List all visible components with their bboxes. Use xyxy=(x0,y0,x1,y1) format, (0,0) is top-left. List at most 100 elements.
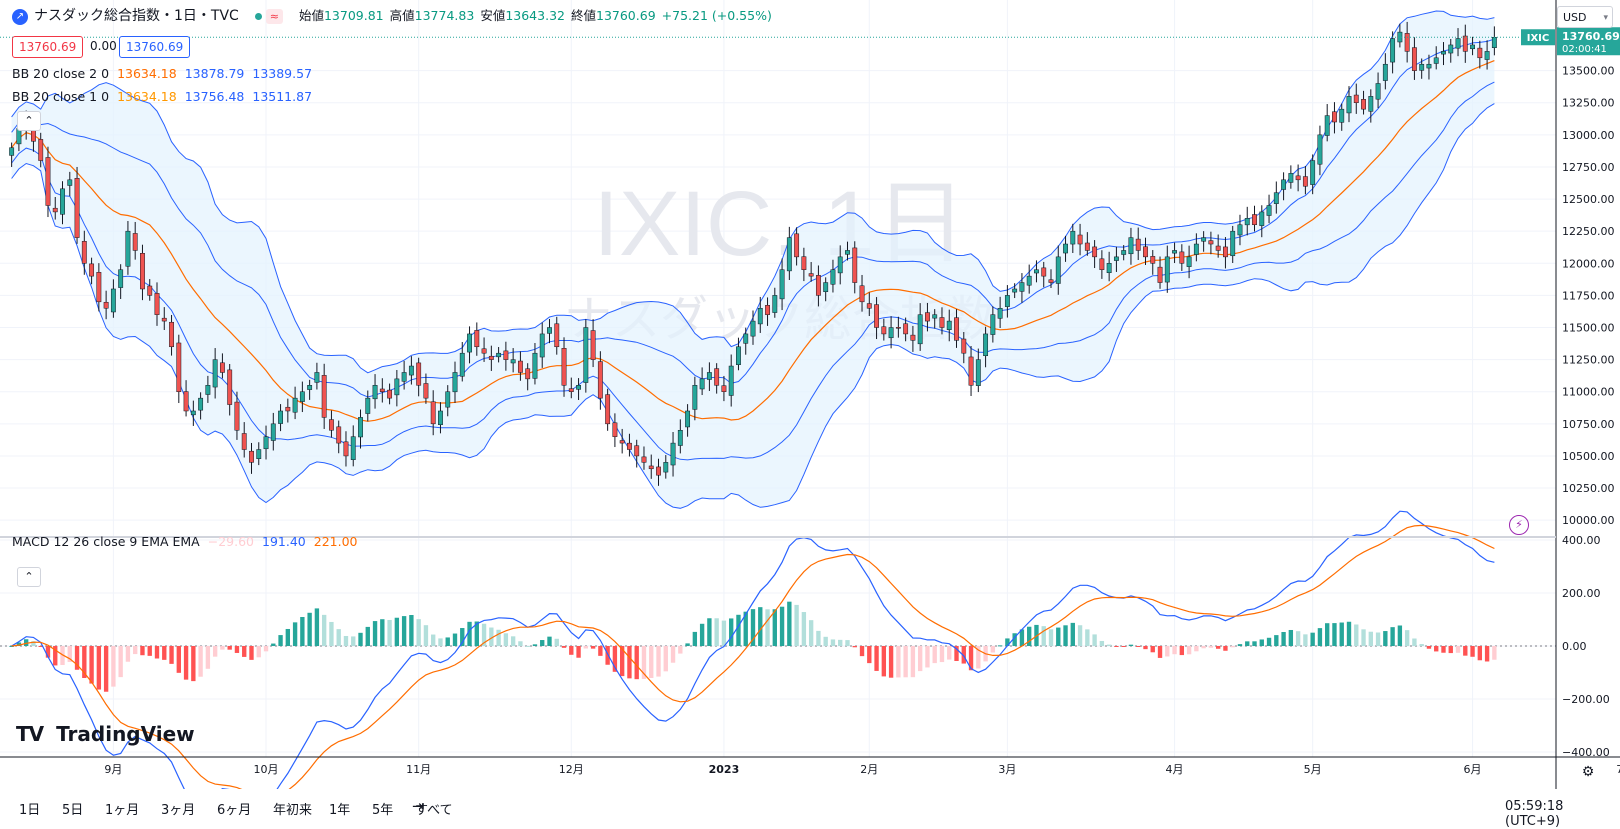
macd-histogram-bar xyxy=(1085,629,1090,646)
macd-histogram-bar xyxy=(31,641,36,646)
candle xyxy=(416,357,422,397)
range-button[interactable]: 5日 xyxy=(62,803,84,818)
candle-body xyxy=(750,320,756,337)
candle-body xyxy=(147,285,153,296)
clock-display[interactable]: 05:59:18 (UTC+9) xyxy=(1505,799,1564,829)
indicator-bb-2[interactable]: BB 20 close 2 0 13634.18 13878.79 13389.57 xyxy=(12,66,320,82)
candle xyxy=(881,318,887,341)
lightning-icon[interactable]: ⚡ xyxy=(1509,515,1529,535)
candle-body xyxy=(372,385,378,400)
currency-select[interactable]: USD ▾ xyxy=(1557,6,1613,28)
macd-histogram-bar xyxy=(1186,646,1192,655)
macd-histogram-bar xyxy=(220,646,225,650)
date-range-icon[interactable]: ⇥ xyxy=(412,797,425,815)
candle xyxy=(161,307,167,331)
macd-histogram-bar xyxy=(1070,622,1075,646)
candle-body xyxy=(1070,230,1076,245)
candle-body xyxy=(823,282,829,293)
range-button[interactable]: 5年 xyxy=(372,803,394,818)
macd-histogram-bar xyxy=(1128,644,1134,646)
candle xyxy=(1237,214,1243,246)
candle-body xyxy=(837,256,843,274)
macd-histogram-bar xyxy=(162,646,167,660)
ohlc-value: 13774.83 xyxy=(414,8,475,23)
candle xyxy=(467,326,472,364)
candle xyxy=(125,221,131,275)
candle-body xyxy=(401,372,407,382)
candle xyxy=(714,363,720,394)
candle-body xyxy=(1128,237,1134,255)
range-button[interactable]: 3ヶ月 xyxy=(161,803,196,818)
candle xyxy=(801,247,807,282)
candle xyxy=(532,343,538,385)
candle-body xyxy=(874,304,879,328)
candle xyxy=(263,425,269,460)
candle xyxy=(561,337,567,397)
candle-body xyxy=(1055,256,1061,284)
candle-body xyxy=(1484,51,1490,60)
macd-histogram-bar xyxy=(1426,646,1432,649)
candle-body xyxy=(9,147,15,156)
bb2-lower-line xyxy=(11,103,1495,509)
candle xyxy=(1077,223,1083,256)
candle xyxy=(110,279,116,318)
settings-gear-icon: ⚙ xyxy=(1582,764,1595,780)
macd-histogram-bar xyxy=(489,627,494,646)
candle-body xyxy=(1077,234,1083,245)
x-tick-label: 3月 xyxy=(998,763,1016,776)
candle xyxy=(1324,104,1330,142)
range-button[interactable]: 1日 xyxy=(19,803,41,818)
macd-histogram-bar xyxy=(45,646,51,658)
macd-histogram-bar xyxy=(685,643,690,646)
macd-histogram-bar xyxy=(314,608,320,646)
collapse-legend-button[interactable]: ⌃ xyxy=(17,111,41,131)
candle-body xyxy=(249,450,254,463)
macd-histogram-bar xyxy=(1375,632,1381,646)
market-status[interactable]: ≈ xyxy=(254,8,283,24)
macd-histogram-bar xyxy=(496,629,501,646)
candle-body xyxy=(176,342,182,392)
candle-body xyxy=(1244,218,1250,226)
macd-histogram-bar xyxy=(140,646,145,656)
indicator-macd[interactable]: MACD 12 26 close 9 EMA EMA −29.60 191.40 22… xyxy=(12,534,366,550)
wave-icon: ≈ xyxy=(265,9,283,24)
macd-histogram-bar xyxy=(990,646,996,653)
candle xyxy=(140,244,145,301)
candle xyxy=(794,227,800,266)
macd-histogram-bar xyxy=(96,646,102,690)
candle-body xyxy=(1121,250,1127,255)
price-chart[interactable]: IXIC, 1日ナスダック総合指数 9月10月11月12月20232月3月4月5… xyxy=(0,0,1620,789)
candle-body xyxy=(38,139,44,161)
macd-histogram-bar xyxy=(1099,640,1105,646)
macd-histogram-bar xyxy=(1463,646,1468,656)
macd-histogram-bar xyxy=(518,641,523,646)
candle xyxy=(663,455,669,479)
candle-body xyxy=(895,327,901,329)
collapse-macd-button[interactable]: ⌃ xyxy=(17,567,41,587)
macd-histogram-bar xyxy=(750,609,756,646)
candle-body xyxy=(547,327,552,334)
candle-body xyxy=(1237,224,1243,236)
macd-histogram-bar xyxy=(1092,634,1097,646)
ask-price[interactable]: 13760.69 xyxy=(119,36,191,58)
x-tick-label: 6月 xyxy=(1464,763,1482,776)
range-button[interactable]: 1ヶ月 xyxy=(105,803,140,818)
macd-histogram-bar xyxy=(656,646,661,677)
candle xyxy=(1397,23,1403,48)
candle xyxy=(1462,24,1468,63)
range-button[interactable]: 6ヶ月 xyxy=(217,803,252,818)
candle xyxy=(430,390,436,436)
macd-histogram-bar xyxy=(1136,646,1141,647)
candle xyxy=(510,348,516,373)
range-button[interactable]: 1年 xyxy=(329,803,351,818)
candle-body xyxy=(590,330,596,360)
range-button[interactable]: 年初来 xyxy=(273,803,313,818)
candle-body xyxy=(779,269,785,300)
range-button[interactable]: すべて xyxy=(415,803,453,818)
symbol-header[interactable]: ↗ ナスダック総合指数・1日・TVC ≈ 始値13709.81 高値13774.8… xyxy=(12,8,778,25)
candle-body xyxy=(474,330,480,348)
candle-body xyxy=(1063,243,1068,254)
bid-price[interactable]: 13760.69 xyxy=(12,36,84,58)
indicator-bb-1[interactable]: BB 20 close 1 0 13634.18 13756.48 13511.87 xyxy=(12,89,320,105)
macd-histogram-bar xyxy=(816,630,821,646)
